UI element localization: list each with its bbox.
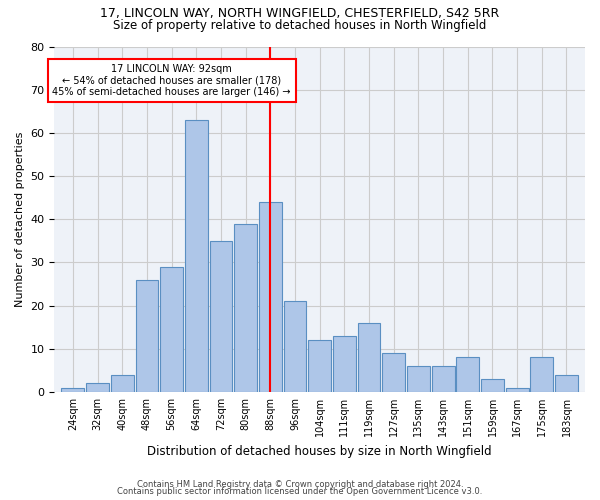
- Bar: [481, 379, 504, 392]
- Bar: [457, 358, 479, 392]
- Bar: [160, 266, 183, 392]
- Bar: [209, 241, 232, 392]
- Bar: [333, 336, 356, 392]
- Bar: [506, 388, 529, 392]
- Bar: [61, 388, 85, 392]
- Bar: [431, 366, 455, 392]
- Text: 17, LINCOLN WAY, NORTH WINGFIELD, CHESTERFIELD, S42 5RR: 17, LINCOLN WAY, NORTH WINGFIELD, CHESTE…: [100, 8, 500, 20]
- X-axis label: Distribution of detached houses by size in North Wingfield: Distribution of detached houses by size …: [148, 444, 492, 458]
- Bar: [358, 323, 380, 392]
- Bar: [382, 353, 405, 392]
- Bar: [530, 358, 553, 392]
- Bar: [111, 374, 134, 392]
- Bar: [259, 202, 282, 392]
- Bar: [407, 366, 430, 392]
- Bar: [284, 302, 307, 392]
- Text: Contains HM Land Registry data © Crown copyright and database right 2024.: Contains HM Land Registry data © Crown c…: [137, 480, 463, 489]
- Text: Contains public sector information licensed under the Open Government Licence v3: Contains public sector information licen…: [118, 488, 482, 496]
- Y-axis label: Number of detached properties: Number of detached properties: [15, 132, 25, 307]
- Bar: [136, 280, 158, 392]
- Text: 17 LINCOLN WAY: 92sqm
← 54% of detached houses are smaller (178)
45% of semi-det: 17 LINCOLN WAY: 92sqm ← 54% of detached …: [52, 64, 291, 97]
- Bar: [86, 384, 109, 392]
- Bar: [185, 120, 208, 392]
- Text: Size of property relative to detached houses in North Wingfield: Size of property relative to detached ho…: [113, 18, 487, 32]
- Bar: [308, 340, 331, 392]
- Bar: [234, 224, 257, 392]
- Bar: [555, 374, 578, 392]
